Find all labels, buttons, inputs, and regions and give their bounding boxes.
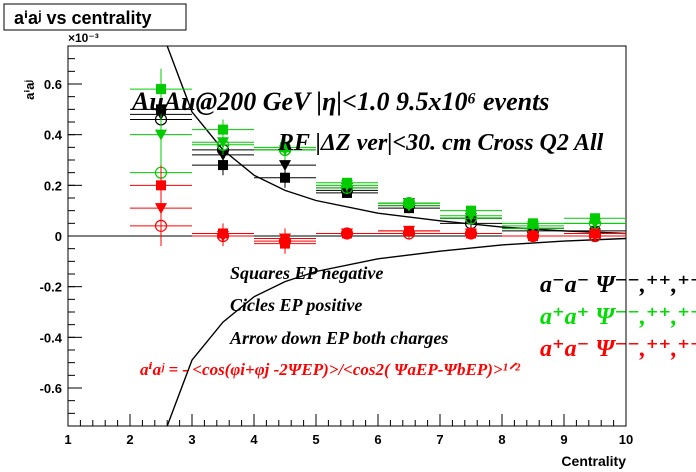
x-axis-label: Centrality xyxy=(561,453,626,469)
data-point-triangle xyxy=(155,129,167,141)
legend-entry-minus-minus: a⁻a⁻ Ψ⁻⁻,⁺⁺,⁺⁻ xyxy=(540,272,696,298)
data-point-square xyxy=(280,172,290,183)
annotation-cuts: RF |ΔZ ver|<30. cm Cross Q2 All xyxy=(277,130,604,156)
data-marks xyxy=(130,68,626,254)
annotation-formula: aⁱaʲ = - <cos(φi+φj -2ΨEP)>/<cos2( ΨaEP-… xyxy=(140,360,521,379)
x-tick-label: 10 xyxy=(619,432,633,447)
data-point-triangle xyxy=(403,225,415,237)
data-point-square xyxy=(156,180,166,191)
x-tick-label: 7 xyxy=(436,432,443,447)
annotation-circles: Cicles EP positive xyxy=(230,295,362,315)
annotation-dataset: AuAu@200 GeV |η|<1.0 9.5x10⁶ events xyxy=(130,87,549,116)
data-point-triangle xyxy=(217,149,229,161)
x-tick-label: 4 xyxy=(250,432,258,447)
y-tick-label: -0.4 xyxy=(40,330,63,345)
y-tick-label: 0.4 xyxy=(44,128,63,143)
data-point-triangle xyxy=(589,218,601,230)
y-tick-label: 0.6 xyxy=(44,77,62,92)
legend-entry-plus-plus: a⁺a⁺ Ψ⁻⁻,⁺⁺,⁺⁻ xyxy=(540,304,696,330)
x-tick-label: 5 xyxy=(312,432,319,447)
data-point-triangle xyxy=(589,231,601,242)
y-axis-label: aⁱaʲ xyxy=(22,80,37,100)
data-point-triangle xyxy=(279,144,291,156)
y-multiplier: ×10⁻³ xyxy=(68,31,99,45)
data-point-triangle xyxy=(403,200,415,212)
x-tick-label: 3 xyxy=(188,432,195,447)
chart-title: aⁱaʲ vs centrality xyxy=(14,8,152,28)
y-tick-label: -0.2 xyxy=(40,280,62,295)
data-point-triangle xyxy=(217,231,229,242)
x-tick-label: 1 xyxy=(64,432,71,447)
annotation-squares: Squares EP negative xyxy=(230,263,383,283)
y-tick-label: 0.2 xyxy=(44,178,62,193)
data-point-triangle xyxy=(527,220,539,232)
title-box xyxy=(3,3,187,31)
data-point-triangle xyxy=(465,210,477,222)
data-point-triangle xyxy=(341,180,353,192)
x-tick-label: 9 xyxy=(560,432,567,447)
data-point-square xyxy=(156,84,166,95)
x-tick-label: 8 xyxy=(498,432,505,447)
curve-lower xyxy=(166,237,626,426)
data-point-triangle xyxy=(465,228,477,240)
legend-entry-plus-minus: a⁺a⁻ Ψ⁻⁻,⁺⁺,⁺⁻ xyxy=(540,336,696,362)
data-point-triangle xyxy=(155,203,167,215)
data-point-triangle xyxy=(527,231,539,242)
y-tick-label: -0.6 xyxy=(40,381,62,396)
annotation-arrows: Arrow down EP both charges xyxy=(229,328,448,348)
data-point-triangle xyxy=(279,160,291,172)
axis-ticks: 1 2 3 4 5 6 7 8 9 10 -0.6 -0.4 -0.2 0 0.2 0.4 0.6 xyxy=(40,58,633,447)
data-point-triangle xyxy=(217,137,229,149)
data-point-triangle xyxy=(341,228,353,240)
x-tick-label: 6 xyxy=(374,432,381,447)
data-point-triangle xyxy=(279,233,291,245)
x-tick-label: 2 xyxy=(126,432,133,447)
data-point-square xyxy=(218,124,228,135)
y-tick-label: 0 xyxy=(55,229,62,244)
